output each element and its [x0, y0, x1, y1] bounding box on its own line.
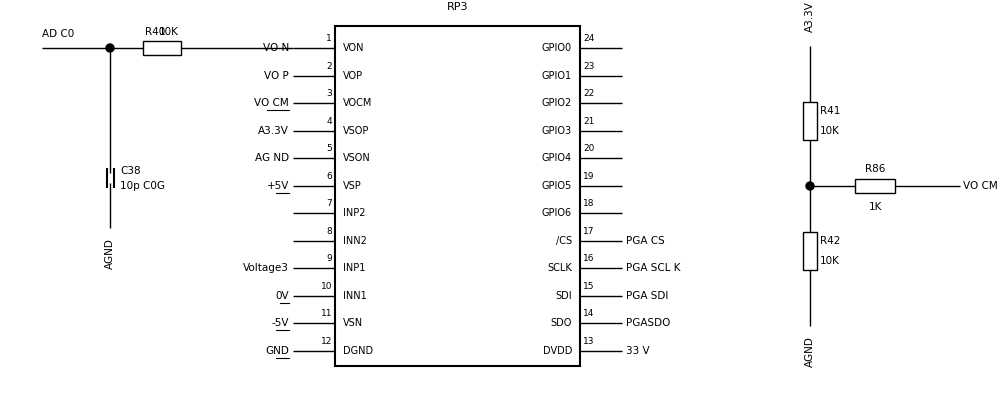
Text: 22: 22	[583, 89, 594, 98]
Text: GPIO0: GPIO0	[542, 43, 572, 53]
Text: 24: 24	[583, 34, 594, 43]
Text: GPIO4: GPIO4	[542, 153, 572, 163]
Text: 14: 14	[583, 310, 594, 319]
Text: 9: 9	[326, 254, 332, 263]
Text: 19: 19	[583, 172, 594, 181]
Text: RP3: RP3	[447, 2, 468, 12]
Text: R40: R40	[145, 27, 165, 37]
Bar	[855, 179, 895, 193]
Text: GPIO6: GPIO6	[542, 208, 572, 218]
Text: AD C0: AD C0	[42, 29, 74, 39]
Text: VSN: VSN	[343, 319, 363, 329]
Text: VOCM: VOCM	[343, 98, 372, 108]
Text: 2: 2	[326, 62, 332, 71]
Text: PGA CS: PGA CS	[626, 236, 665, 246]
Text: SDO: SDO	[551, 319, 572, 329]
Text: +5V: +5V	[267, 181, 289, 191]
Text: 4: 4	[326, 116, 332, 126]
Text: 3: 3	[326, 89, 332, 98]
Text: VO CM: VO CM	[254, 98, 289, 108]
Text: 13: 13	[583, 337, 594, 346]
Text: VON: VON	[343, 43, 364, 53]
Text: AG ND: AG ND	[255, 153, 289, 163]
Circle shape	[806, 182, 814, 190]
Bar	[143, 41, 181, 55]
Text: SDI: SDI	[555, 291, 572, 301]
Text: 15: 15	[583, 282, 594, 291]
Text: 20: 20	[583, 144, 594, 153]
Text: 21: 21	[583, 116, 594, 126]
Text: A3.3V: A3.3V	[805, 1, 815, 32]
Bar	[803, 102, 817, 140]
Text: GPIO5: GPIO5	[542, 181, 572, 191]
Text: VOP: VOP	[343, 71, 363, 81]
Text: 17: 17	[583, 227, 594, 236]
Circle shape	[106, 44, 114, 52]
Text: VSP: VSP	[343, 181, 362, 191]
Text: PGASDO: PGASDO	[626, 319, 670, 329]
Text: 1: 1	[326, 34, 332, 43]
Text: VO CM: VO CM	[963, 181, 998, 191]
Text: 7: 7	[326, 199, 332, 208]
Text: -5V: -5V	[272, 319, 289, 329]
Text: Voltage3: Voltage3	[243, 263, 289, 273]
Text: 10p C0G: 10p C0G	[120, 181, 165, 191]
Text: 12: 12	[321, 337, 332, 346]
Text: 8: 8	[326, 227, 332, 236]
Text: 0V: 0V	[275, 291, 289, 301]
Bar	[335, 26, 580, 366]
Text: VSOP: VSOP	[343, 126, 369, 136]
Text: AGND: AGND	[105, 238, 115, 269]
Text: GPIO1: GPIO1	[542, 71, 572, 81]
Text: R86: R86	[865, 164, 885, 174]
Text: INP1: INP1	[343, 263, 365, 273]
Text: /CS: /CS	[556, 236, 572, 246]
Text: 10K: 10K	[820, 256, 840, 266]
Text: SCLK: SCLK	[547, 263, 572, 273]
Text: 23: 23	[583, 62, 594, 71]
Text: VO P: VO P	[264, 71, 289, 81]
Text: R41: R41	[820, 106, 840, 116]
Text: R42: R42	[820, 236, 840, 246]
Text: VO N: VO N	[263, 43, 289, 53]
Text: 10: 10	[320, 282, 332, 291]
Text: 33 V: 33 V	[626, 346, 650, 356]
Text: GPIO3: GPIO3	[542, 126, 572, 136]
Text: 11: 11	[320, 310, 332, 319]
Text: INN2: INN2	[343, 236, 367, 246]
Text: C38: C38	[120, 166, 141, 176]
Text: DVDD: DVDD	[543, 346, 572, 356]
Text: 10K: 10K	[159, 27, 179, 37]
Text: PGA SCL K: PGA SCL K	[626, 263, 680, 273]
Bar	[803, 232, 817, 270]
Text: 10K: 10K	[820, 126, 840, 136]
Text: GND: GND	[265, 346, 289, 356]
Text: 18: 18	[583, 199, 594, 208]
Text: 5: 5	[326, 144, 332, 153]
Text: 6: 6	[326, 172, 332, 181]
Text: A3.3V: A3.3V	[258, 126, 289, 136]
Text: INN1: INN1	[343, 291, 367, 301]
Text: INP2: INP2	[343, 208, 366, 218]
Text: 1K: 1K	[868, 202, 882, 212]
Text: VSON: VSON	[343, 153, 371, 163]
Text: AGND: AGND	[805, 336, 815, 367]
Text: DGND: DGND	[343, 346, 373, 356]
Text: PGA SDI: PGA SDI	[626, 291, 668, 301]
Text: GPIO2: GPIO2	[542, 98, 572, 108]
Text: 16: 16	[583, 254, 594, 263]
